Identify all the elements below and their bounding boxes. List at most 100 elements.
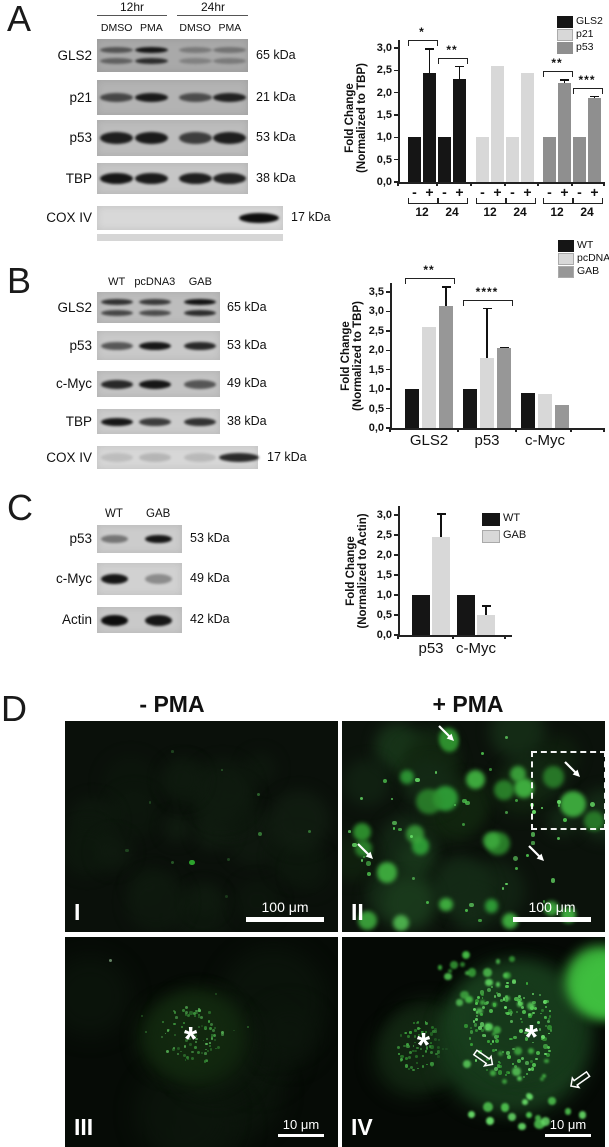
- sig-bracket: [463, 299, 513, 306]
- blot-band: [178, 132, 212, 144]
- y-tick: [386, 310, 390, 313]
- cell-texture: [161, 757, 204, 800]
- cell-texture: [201, 1052, 204, 1055]
- panel-a-label: A: [7, 0, 32, 39]
- blot-protein-label: COX IV: [46, 210, 92, 225]
- blot-band: [100, 453, 133, 462]
- y-tick: [394, 91, 398, 94]
- legend-swatch-pcDNA3: [558, 253, 574, 265]
- y-tick: [386, 388, 390, 390]
- bar-p53: [588, 98, 601, 182]
- bar-GLS2: [408, 137, 421, 182]
- x-tick: [436, 182, 438, 186]
- cell-texture: [352, 842, 357, 848]
- cell-texture: [494, 1048, 498, 1052]
- cell-texture: [439, 897, 453, 912]
- cell-texture: [530, 1067, 535, 1071]
- x-sign-label: -: [577, 184, 582, 200]
- cell-texture: [548, 1032, 551, 1035]
- kda-label: 53 kDa: [227, 337, 267, 352]
- cell-texture: [512, 1047, 516, 1051]
- cell-texture: [307, 829, 311, 833]
- cell-texture: [525, 1093, 531, 1099]
- cell-texture: [189, 860, 195, 866]
- cell-texture: [496, 1035, 499, 1038]
- cell-texture: [173, 1033, 177, 1037]
- cell-texture: [140, 1015, 144, 1018]
- y-tick-label: 1,0: [376, 131, 392, 144]
- cell-texture: [562, 817, 568, 823]
- kda-label: 42 kDa: [190, 612, 230, 626]
- cell-texture: [429, 1045, 432, 1048]
- cell-texture: [109, 788, 159, 839]
- cell-texture: [416, 789, 442, 815]
- cell-texture: [366, 861, 371, 866]
- category-label: p53: [474, 432, 500, 449]
- cell-texture: [509, 956, 516, 963]
- cell-texture: [205, 1042, 208, 1045]
- cell-texture: [180, 1026, 183, 1029]
- cell-texture: [399, 1034, 403, 1037]
- cell-texture: [528, 1014, 532, 1018]
- cell-texture: [481, 1029, 485, 1032]
- bar-p53: [573, 137, 586, 182]
- cell-texture: [415, 1055, 418, 1058]
- y-tick-label: 3,5: [368, 286, 384, 298]
- asterisk-marker: *: [183, 1020, 198, 1059]
- bar-p21: [521, 72, 534, 182]
- x-axis: [398, 635, 512, 637]
- cell-texture: [473, 1023, 478, 1028]
- cell-texture: [492, 1025, 502, 1035]
- cell-texture: [425, 1046, 429, 1049]
- cell-texture: [195, 1009, 198, 1013]
- cell-texture: [400, 770, 414, 784]
- lane-label: DMSO: [179, 22, 211, 34]
- error-cap: [481, 605, 491, 607]
- y-tick-label: 3,0: [368, 305, 384, 318]
- cell-texture: [164, 1032, 167, 1035]
- blot-protein-label: c-Myc: [56, 571, 92, 586]
- y-axis-title-text: Fold Change (Normalized to TBP): [344, 63, 368, 173]
- cell-texture: [540, 806, 544, 810]
- bar-WT-c-Myc: [521, 393, 535, 428]
- cell-texture: [171, 1047, 175, 1051]
- legend-label: GLS2: [576, 15, 603, 27]
- bar-pcDNA3-GLS2: [422, 326, 436, 428]
- y-axis-title-text: Fold Change (Normalized to TBP): [340, 301, 364, 411]
- scale-bar-label: 10 μm: [282, 1116, 320, 1132]
- image-numeral: III: [74, 1114, 94, 1140]
- cell-texture: [497, 1060, 500, 1063]
- cell-texture: [359, 796, 363, 800]
- cell-texture: [203, 1060, 207, 1063]
- cell-texture: [188, 1043, 192, 1047]
- cell-texture: [209, 1048, 213, 1051]
- x-sign-label: +: [455, 184, 464, 200]
- y-tick: [394, 181, 398, 183]
- cell-texture: [513, 777, 534, 798]
- cell-texture: [493, 779, 515, 801]
- legend-swatch-GLS2: [557, 16, 573, 28]
- sig-label: *: [419, 24, 425, 39]
- cell-texture: [205, 1048, 207, 1051]
- y-tick: [386, 369, 390, 371]
- blot-band: [100, 379, 133, 389]
- cell-texture: [180, 1050, 182, 1053]
- cell-texture: [509, 1037, 512, 1041]
- time-group-label: 24hr: [200, 0, 226, 14]
- cell-texture: [494, 1038, 499, 1043]
- cell-texture: [488, 1009, 493, 1014]
- cell-texture: [522, 1009, 527, 1014]
- panel-b-label: B: [7, 260, 32, 301]
- cell-texture: [514, 798, 518, 802]
- cell-texture: [424, 1021, 427, 1023]
- cell-texture: [204, 1052, 207, 1055]
- cell-texture: [497, 1070, 502, 1075]
- cell-texture: [405, 1056, 408, 1060]
- cell-texture: [367, 871, 371, 876]
- cell-texture: [491, 1049, 495, 1052]
- cell-texture: [403, 1031, 406, 1034]
- cell-texture: [480, 1022, 485, 1027]
- cell-texture: [482, 1005, 486, 1009]
- y-tick: [386, 427, 390, 429]
- cell-texture: [484, 899, 499, 914]
